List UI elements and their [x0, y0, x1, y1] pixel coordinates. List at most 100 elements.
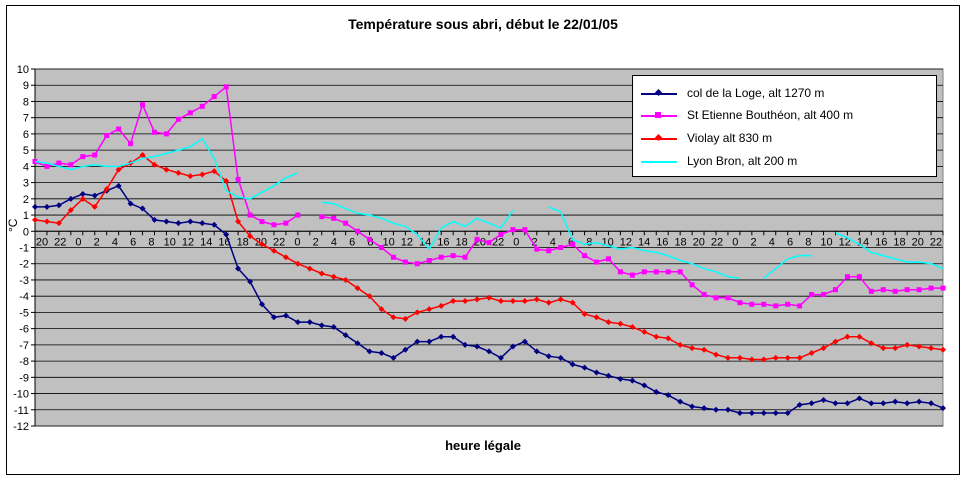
data-point: [641, 382, 648, 389]
data-point: [282, 312, 289, 319]
data-point: [282, 254, 289, 261]
data-point: [497, 354, 504, 361]
data-point: [91, 203, 98, 210]
data-point: [103, 186, 110, 193]
y-tick-label: -5: [19, 307, 29, 319]
legend-item-violay: Violay alt 830 m: [641, 129, 931, 149]
data-point: [880, 400, 887, 407]
data-point: [450, 298, 457, 305]
data-point: [533, 296, 540, 303]
data-point: [784, 354, 791, 361]
x-tick-label: 6: [130, 236, 136, 248]
data-point: [367, 236, 373, 242]
data-point: [318, 270, 325, 277]
data-point: [306, 265, 313, 272]
data-point: [414, 309, 421, 316]
data-point: [438, 333, 445, 340]
data-point: [55, 220, 62, 227]
data-point: [462, 341, 469, 348]
y-tick-label: 1: [23, 210, 29, 222]
y-tick-label: -6: [19, 324, 29, 336]
data-point: [354, 285, 361, 292]
x-tick-label: 8: [805, 236, 811, 248]
data-point: [522, 227, 528, 233]
data-point: [821, 292, 827, 298]
data-point: [331, 215, 337, 221]
x-tick-label: 16: [656, 236, 668, 248]
data-point: [223, 231, 230, 238]
data-point: [104, 133, 110, 139]
data-point: [569, 299, 576, 306]
data-point: [247, 278, 254, 285]
data-point: [593, 369, 600, 376]
x-tick-label: 10: [164, 236, 176, 248]
data-point: [199, 220, 206, 227]
data-point: [713, 351, 719, 358]
data-point: [68, 162, 74, 168]
data-point: [151, 129, 157, 135]
data-point: [820, 345, 827, 352]
data-point: [844, 400, 851, 407]
x-tick-label: 20: [693, 236, 705, 248]
data-point: [808, 400, 815, 407]
data-point: [617, 320, 624, 327]
x-tick-label: 14: [200, 236, 212, 248]
data-point: [163, 166, 170, 173]
x-tick-label: 18: [674, 236, 686, 248]
data-point: [343, 220, 349, 226]
data-point: [486, 348, 492, 355]
x-tick-label: 22: [930, 236, 942, 248]
data-point: [223, 84, 229, 90]
data-point: [665, 392, 672, 399]
data-point: [904, 400, 911, 407]
data-point: [283, 220, 289, 226]
data-point: [940, 285, 946, 291]
data-point: [724, 406, 731, 413]
data-point: [91, 192, 98, 199]
data-point: [521, 298, 528, 305]
y-tick-label: 6: [23, 129, 29, 141]
data-point: [187, 173, 194, 180]
x-tick-label: 12: [620, 236, 632, 248]
data-point: [426, 306, 433, 313]
y-tick-label: -10: [13, 389, 29, 401]
legend-label: St Etienne Bouthéon, alt 400 m: [687, 108, 854, 122]
x-tick-label: 2: [313, 236, 319, 248]
data-point: [115, 166, 122, 173]
data-point: [199, 103, 205, 109]
data-point: [916, 343, 923, 350]
y-tick-label: 9: [23, 80, 29, 92]
x-tick-label: 6: [349, 236, 355, 248]
data-point: [605, 319, 612, 326]
data-point: [32, 216, 38, 223]
x-tick-label: 12: [839, 236, 851, 248]
data-point: [832, 400, 839, 407]
data-point: [904, 341, 911, 348]
data-point: [319, 214, 325, 220]
data-point: [450, 333, 457, 340]
data-point: [641, 328, 648, 335]
data-point: [892, 345, 899, 352]
data-point: [880, 287, 886, 293]
data-point: [796, 354, 803, 361]
data-point: [689, 282, 695, 288]
data-point: [868, 288, 874, 294]
data-point: [665, 335, 672, 342]
data-point: [56, 160, 62, 166]
data-point: [916, 287, 922, 293]
data-point: [32, 158, 38, 164]
data-point: [892, 288, 898, 294]
square-marker-icon: [655, 112, 661, 118]
data-point: [533, 348, 540, 355]
data-point: [128, 141, 134, 147]
data-point: [366, 348, 373, 355]
data-point: [856, 395, 863, 402]
data-point: [748, 356, 755, 363]
data-point: [211, 168, 218, 175]
y-tick-label: -4: [19, 291, 29, 303]
y-tick-label: -3: [19, 275, 29, 287]
x-tick-label: 4: [331, 236, 337, 248]
data-point: [940, 346, 946, 353]
y-tick-label: 7: [23, 113, 29, 125]
x-tick-label: 0: [75, 236, 81, 248]
